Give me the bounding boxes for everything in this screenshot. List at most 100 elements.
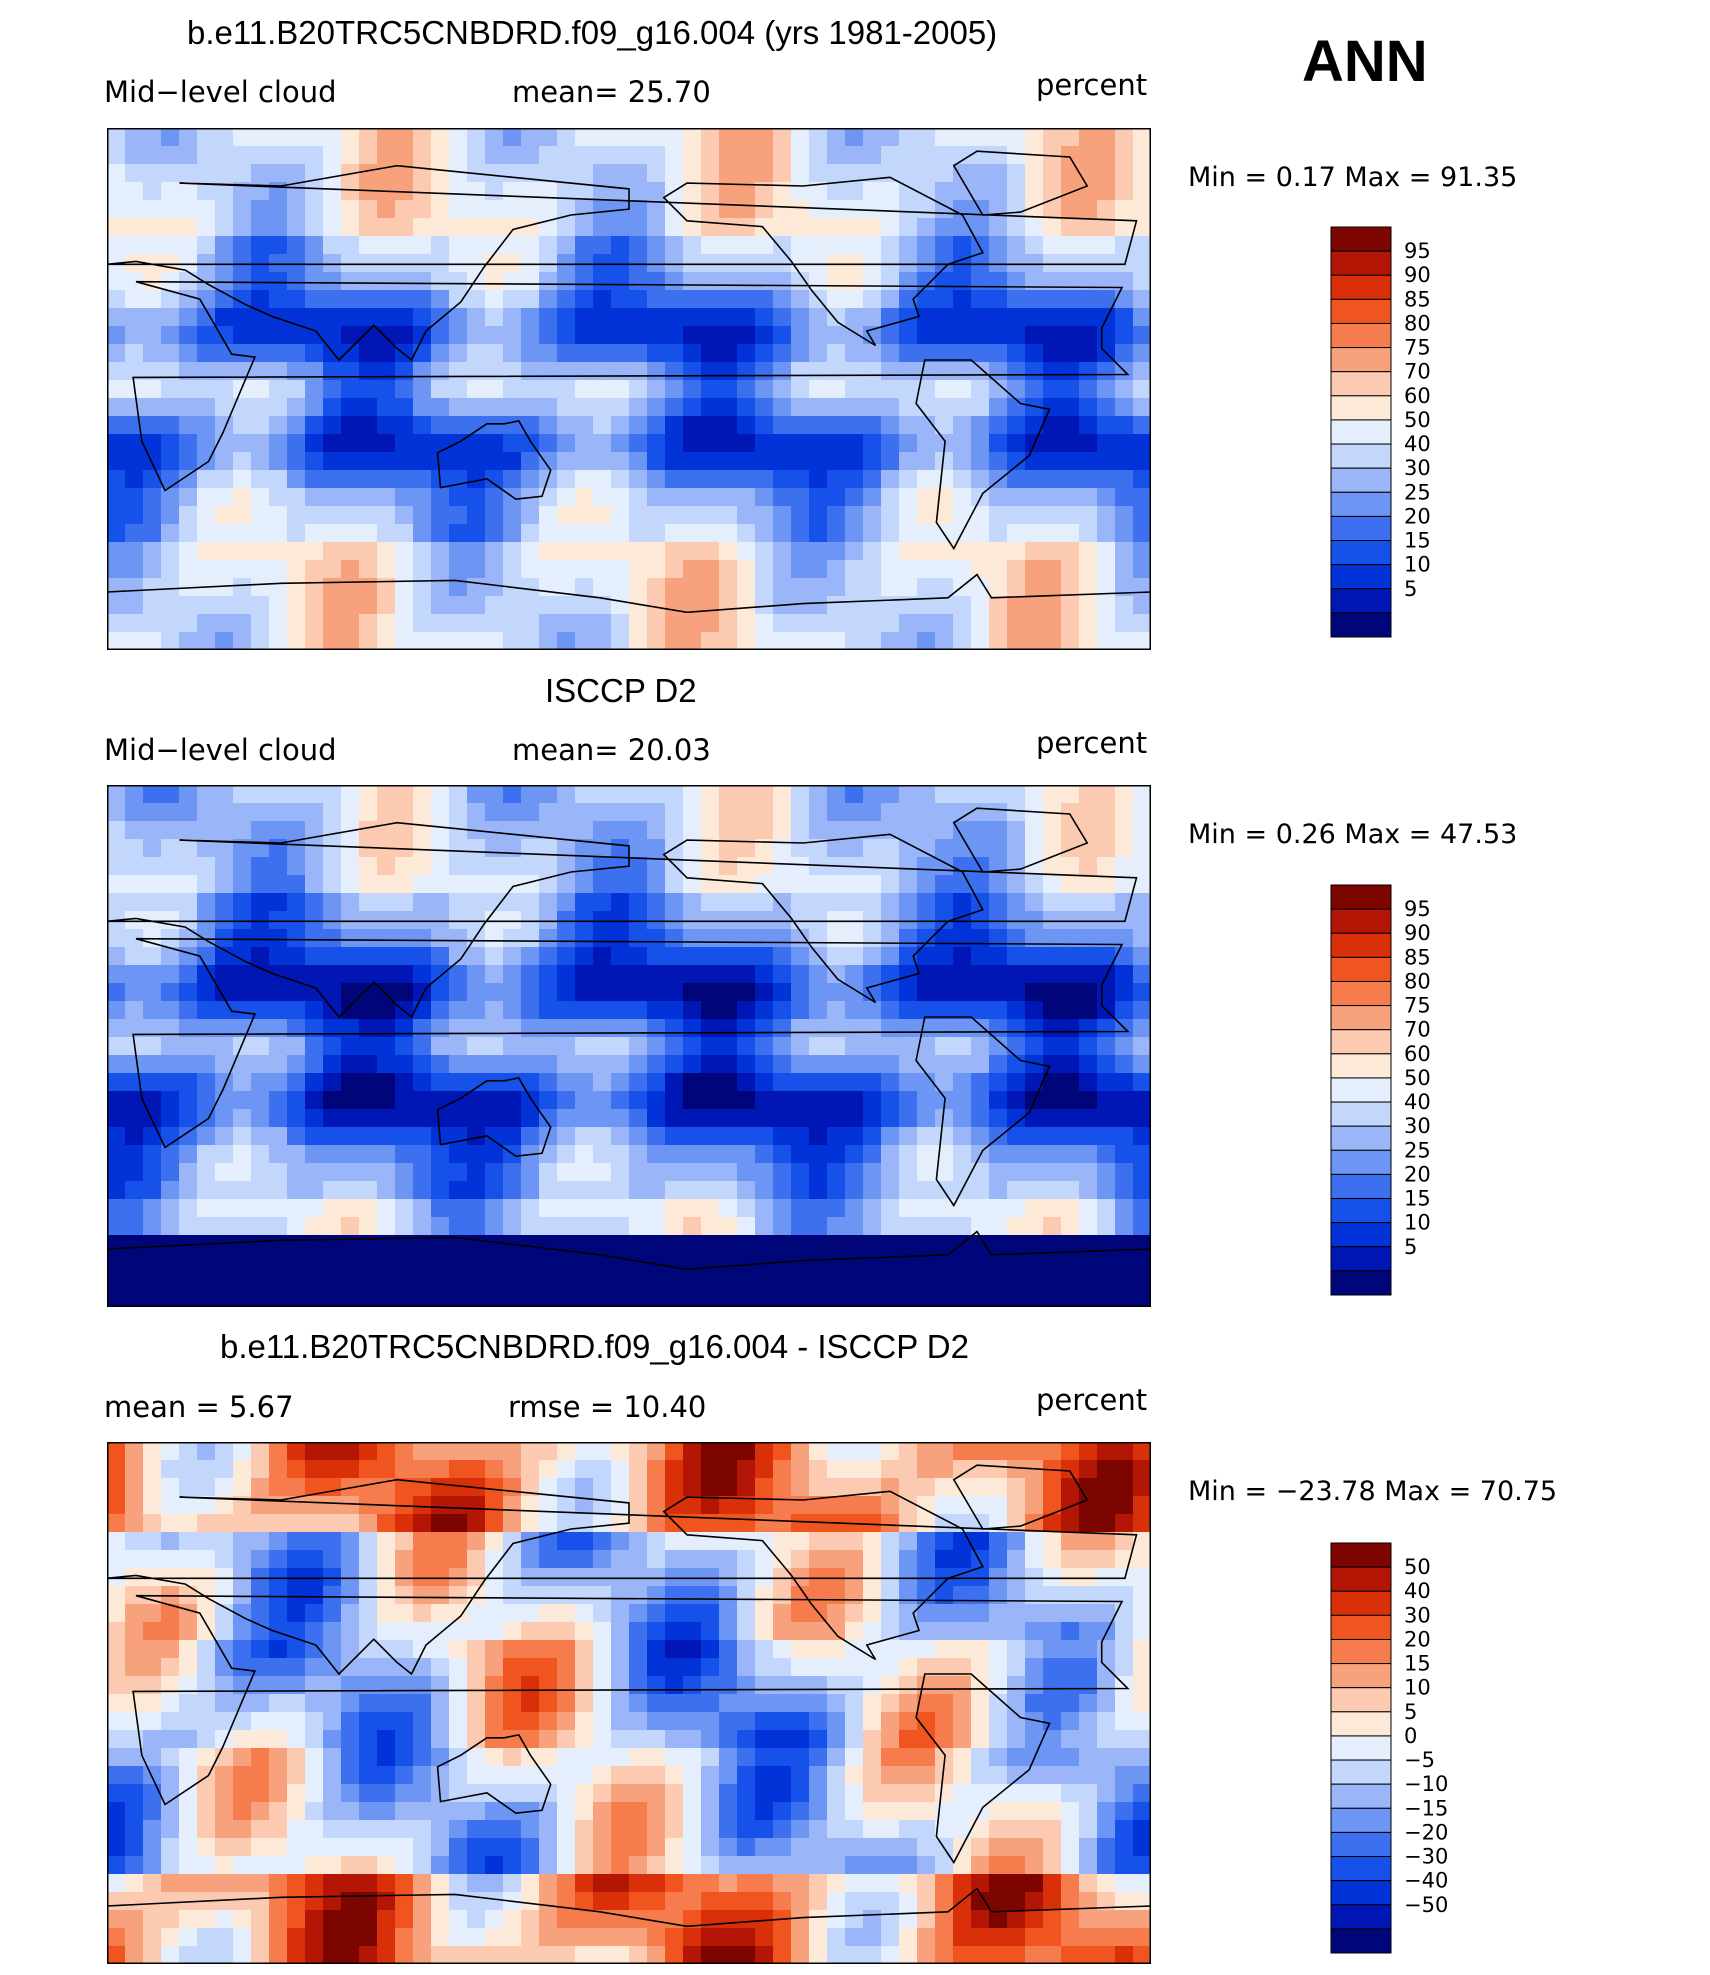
- field-cell: [845, 1892, 864, 1911]
- field-cell: [647, 308, 666, 327]
- colorbar-swatch: [1330, 908, 1392, 934]
- field-cell: [485, 200, 504, 219]
- colorbar-swatch: [1330, 443, 1392, 469]
- field-cell: [719, 1874, 738, 1893]
- field-cell: [989, 380, 1008, 399]
- field-cell: [179, 947, 198, 966]
- field-cell: [809, 893, 828, 912]
- field-cell: [467, 398, 486, 417]
- field-cell: [107, 1604, 126, 1623]
- field-cell: [503, 1289, 522, 1307]
- field-cell: [269, 1271, 288, 1290]
- field-cell: [377, 1910, 396, 1929]
- field-cell: [737, 1514, 756, 1533]
- coastline: [132, 280, 1130, 492]
- field-cell: [791, 452, 810, 471]
- field-cell: [395, 1514, 414, 1533]
- field-cell: [449, 875, 468, 894]
- field-cell: [449, 1604, 468, 1623]
- field-cell: [863, 1694, 882, 1713]
- field-cell: [269, 1217, 288, 1236]
- field-cell: [431, 839, 450, 858]
- field-cell: [575, 803, 594, 822]
- field-cell: [1133, 785, 1151, 804]
- field-cell: [863, 965, 882, 984]
- field-cell: [827, 218, 846, 237]
- colorbar-tick-label: 40: [1404, 432, 1431, 456]
- field-cell: [395, 1586, 414, 1605]
- field-cell: [1007, 1163, 1026, 1182]
- field-cell: [575, 1496, 594, 1515]
- field-cell: [701, 1874, 720, 1893]
- field-cell: [1115, 1568, 1134, 1587]
- field-cell: [773, 182, 792, 201]
- field-cell: [629, 1073, 648, 1092]
- field-cell: [917, 380, 936, 399]
- field-cell: [1079, 1163, 1098, 1182]
- field-cell: [755, 1892, 774, 1911]
- field-cell: [143, 1217, 162, 1236]
- field-cell: [359, 1820, 378, 1839]
- field-cell: [125, 803, 144, 822]
- field-cell: [629, 929, 648, 948]
- field-cell: [827, 1091, 846, 1110]
- field-cell: [305, 1802, 324, 1821]
- field-cell: [863, 1856, 882, 1875]
- field-cell: [575, 488, 594, 507]
- field-cell: [809, 596, 828, 615]
- field-cell: [431, 254, 450, 273]
- field-cell: [1097, 1514, 1116, 1533]
- field-cell: [485, 398, 504, 417]
- field-cell: [719, 596, 738, 615]
- field-cell: [881, 254, 900, 273]
- field-cell: [179, 1091, 198, 1110]
- field-cell: [467, 857, 486, 876]
- field-cell: [647, 380, 666, 399]
- field-cell: [611, 1163, 630, 1182]
- field-cell: [827, 1676, 846, 1695]
- panel-1-mean-label: mean= 25.70: [512, 75, 711, 109]
- field-cell: [233, 1199, 252, 1218]
- field-cell: [683, 128, 702, 147]
- field-cell: [701, 1442, 720, 1461]
- field-cell: [233, 1181, 252, 1200]
- colorbar-swatch: [1330, 1198, 1392, 1224]
- field-cell: [611, 524, 630, 543]
- field-cell: [575, 290, 594, 309]
- field-cell: [557, 1856, 576, 1875]
- field-cell: [899, 893, 918, 912]
- field-cell: [827, 1568, 846, 1587]
- field-cell: [485, 1253, 504, 1272]
- field-cell: [575, 1712, 594, 1731]
- field-cell: [323, 614, 342, 633]
- field-cell: [647, 1019, 666, 1038]
- field-cell: [845, 1073, 864, 1092]
- field-cell: [341, 875, 360, 894]
- field-cell: [575, 200, 594, 219]
- field-cell: [341, 416, 360, 435]
- field-cell: [683, 596, 702, 615]
- field-cell: [269, 272, 288, 291]
- field-cell: [827, 965, 846, 984]
- field-cell: [593, 308, 612, 327]
- field-cell: [1007, 1802, 1026, 1821]
- field-cell: [863, 1784, 882, 1803]
- field-cell: [107, 560, 126, 579]
- field-cell: [1061, 1604, 1080, 1623]
- coastline: [952, 807, 1089, 873]
- field-cell: [953, 1604, 972, 1623]
- field-cell: [431, 560, 450, 579]
- field-cell: [863, 1604, 882, 1623]
- field-cell: [809, 1073, 828, 1092]
- field-cell: [953, 272, 972, 291]
- field-cell: [593, 875, 612, 894]
- field-cell: [971, 1163, 990, 1182]
- field-cell: [845, 326, 864, 345]
- field-cell: [413, 1253, 432, 1272]
- field-cell: [773, 1478, 792, 1497]
- field-cell: [773, 1622, 792, 1641]
- field-cell: [665, 893, 684, 912]
- field-cell: [179, 632, 198, 650]
- field-cell: [1133, 875, 1151, 894]
- field-cell: [593, 1802, 612, 1821]
